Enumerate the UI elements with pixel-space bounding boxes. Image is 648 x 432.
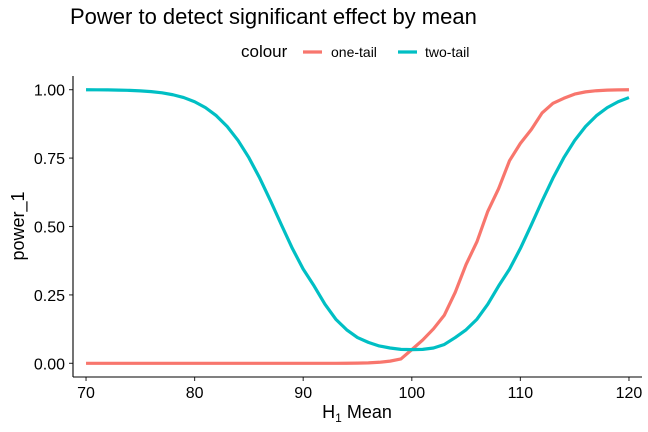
y-tick-label: 1.00 xyxy=(34,83,65,100)
x-tick-label: 120 xyxy=(616,385,643,402)
y-tick-label: 0.75 xyxy=(34,151,65,168)
y-axis-title: power_1 xyxy=(8,191,29,260)
x-tick-label: 90 xyxy=(294,385,312,402)
y-tick-label: 0.50 xyxy=(34,220,65,237)
x-tick-label: 70 xyxy=(77,385,95,402)
y-tick-label: 0.25 xyxy=(34,288,65,305)
series-line-one-tail xyxy=(86,88,629,365)
chart-title: Power to detect significant effect by me… xyxy=(70,4,477,29)
x-tick-label: 110 xyxy=(508,385,534,402)
x-tick-label: 100 xyxy=(398,385,425,402)
plot-area xyxy=(86,88,630,365)
legend: colour one-tail two-tail xyxy=(241,42,469,61)
y-axis-ticks: 0.00 0.25 0.50 0.75 1.00 xyxy=(34,83,73,373)
x-axis-ticks: 70 80 90 100 110 120 xyxy=(77,377,642,402)
x-tick-label: 80 xyxy=(186,385,204,402)
x-axis-title: H1 Mean xyxy=(322,402,392,425)
legend-label-one-tail: one-tail xyxy=(331,44,377,60)
legend-label-two-tail: two-tail xyxy=(425,44,469,60)
y-tick-label: 0.00 xyxy=(34,356,65,373)
legend-title: colour xyxy=(241,42,288,61)
series-line-two-tail xyxy=(86,88,630,352)
